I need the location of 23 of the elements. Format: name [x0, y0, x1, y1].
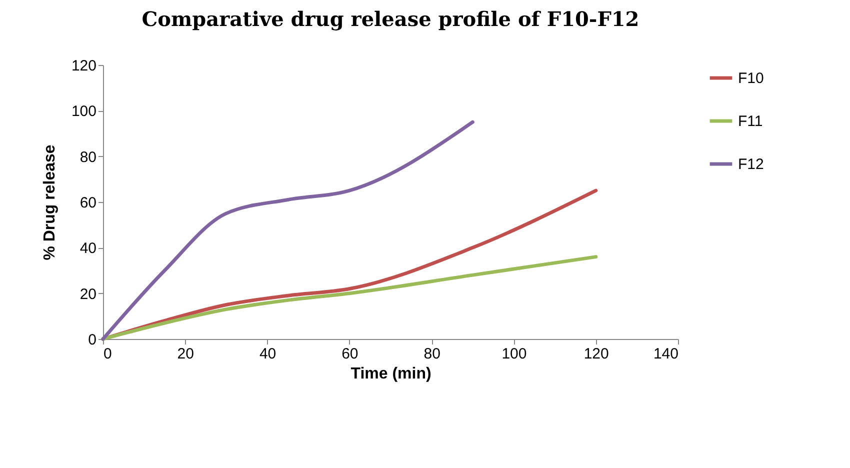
- y-tick-label: 20: [80, 286, 96, 303]
- legend-label: F10: [738, 70, 764, 87]
- x-tick-label: 80: [424, 346, 440, 362]
- x-tick-label: 60: [342, 346, 358, 362]
- chart-title: Comparative drug release profile of F10-F12: [142, 7, 640, 31]
- x-tick-label: 40: [259, 346, 276, 362]
- y-tick-label: 100: [71, 103, 96, 120]
- y-axis-title: % Drug release: [41, 144, 58, 260]
- x-tick-label: 20: [177, 346, 194, 362]
- y-tick-label: 80: [80, 148, 96, 166]
- line-series: [101, 120, 474, 341]
- line-series: [101, 255, 598, 341]
- x-tick-label: 0: [104, 346, 112, 362]
- legend-label: F12: [738, 156, 764, 173]
- y-tick-label: 40: [80, 240, 96, 258]
- x-tick-label: 120: [584, 346, 609, 362]
- x-tick-label: 140: [653, 346, 678, 362]
- y-tick-label: 60: [80, 194, 96, 212]
- legend-label: F11: [738, 113, 763, 130]
- x-tick-label: 100: [502, 346, 527, 362]
- y-tick-label: 0: [88, 332, 96, 348]
- y-tick-label: 120: [71, 58, 96, 74]
- x-axis-title: Time (min): [350, 366, 432, 382]
